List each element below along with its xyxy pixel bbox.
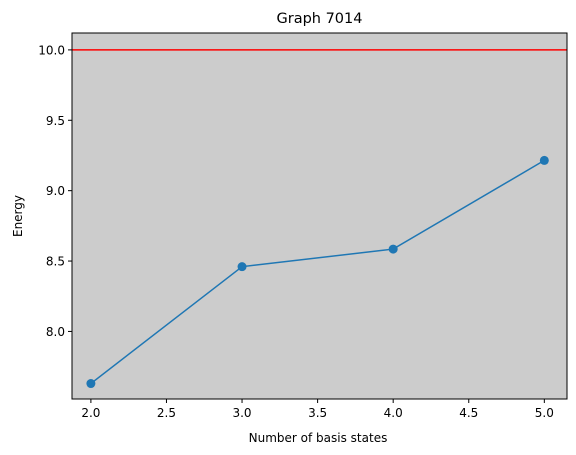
data-point [388, 244, 398, 254]
x-tick-label: 3.0 [232, 406, 251, 420]
plot-background [72, 33, 567, 399]
y-tick-label: 8.5 [46, 255, 65, 269]
series-line [90, 159, 545, 385]
y-tick-label: 9.0 [46, 184, 65, 198]
series-layer [86, 155, 549, 389]
y-tick-label: 10.0 [38, 43, 65, 57]
x-tick-label: 2.5 [157, 406, 176, 420]
x-axis-label: Number of basis states [249, 431, 388, 445]
x-axis-ticks: 2.0 2.5 3.0 3.5 4.0 4.5 5.0 [81, 399, 554, 420]
y-axis-ticks: 8.0 8.5 9.0 9.5 10.0 [38, 43, 72, 339]
x-tick-label: 4.0 [384, 406, 403, 420]
x-tick-label: 5.0 [535, 406, 554, 420]
plot-frame [71, 32, 568, 400]
chart-title: Graph 7014 [277, 11, 363, 27]
y-tick-label: 9.5 [46, 114, 65, 128]
data-point [86, 379, 96, 389]
x-tick-label: 4.5 [459, 406, 478, 420]
y-axis-label: Energy [11, 195, 25, 237]
y-tick-label: 8.0 [46, 325, 65, 339]
data-point [539, 155, 549, 165]
x-tick-label: 3.5 [308, 406, 327, 420]
data-point [237, 262, 247, 272]
x-tick-label: 2.0 [81, 406, 100, 420]
